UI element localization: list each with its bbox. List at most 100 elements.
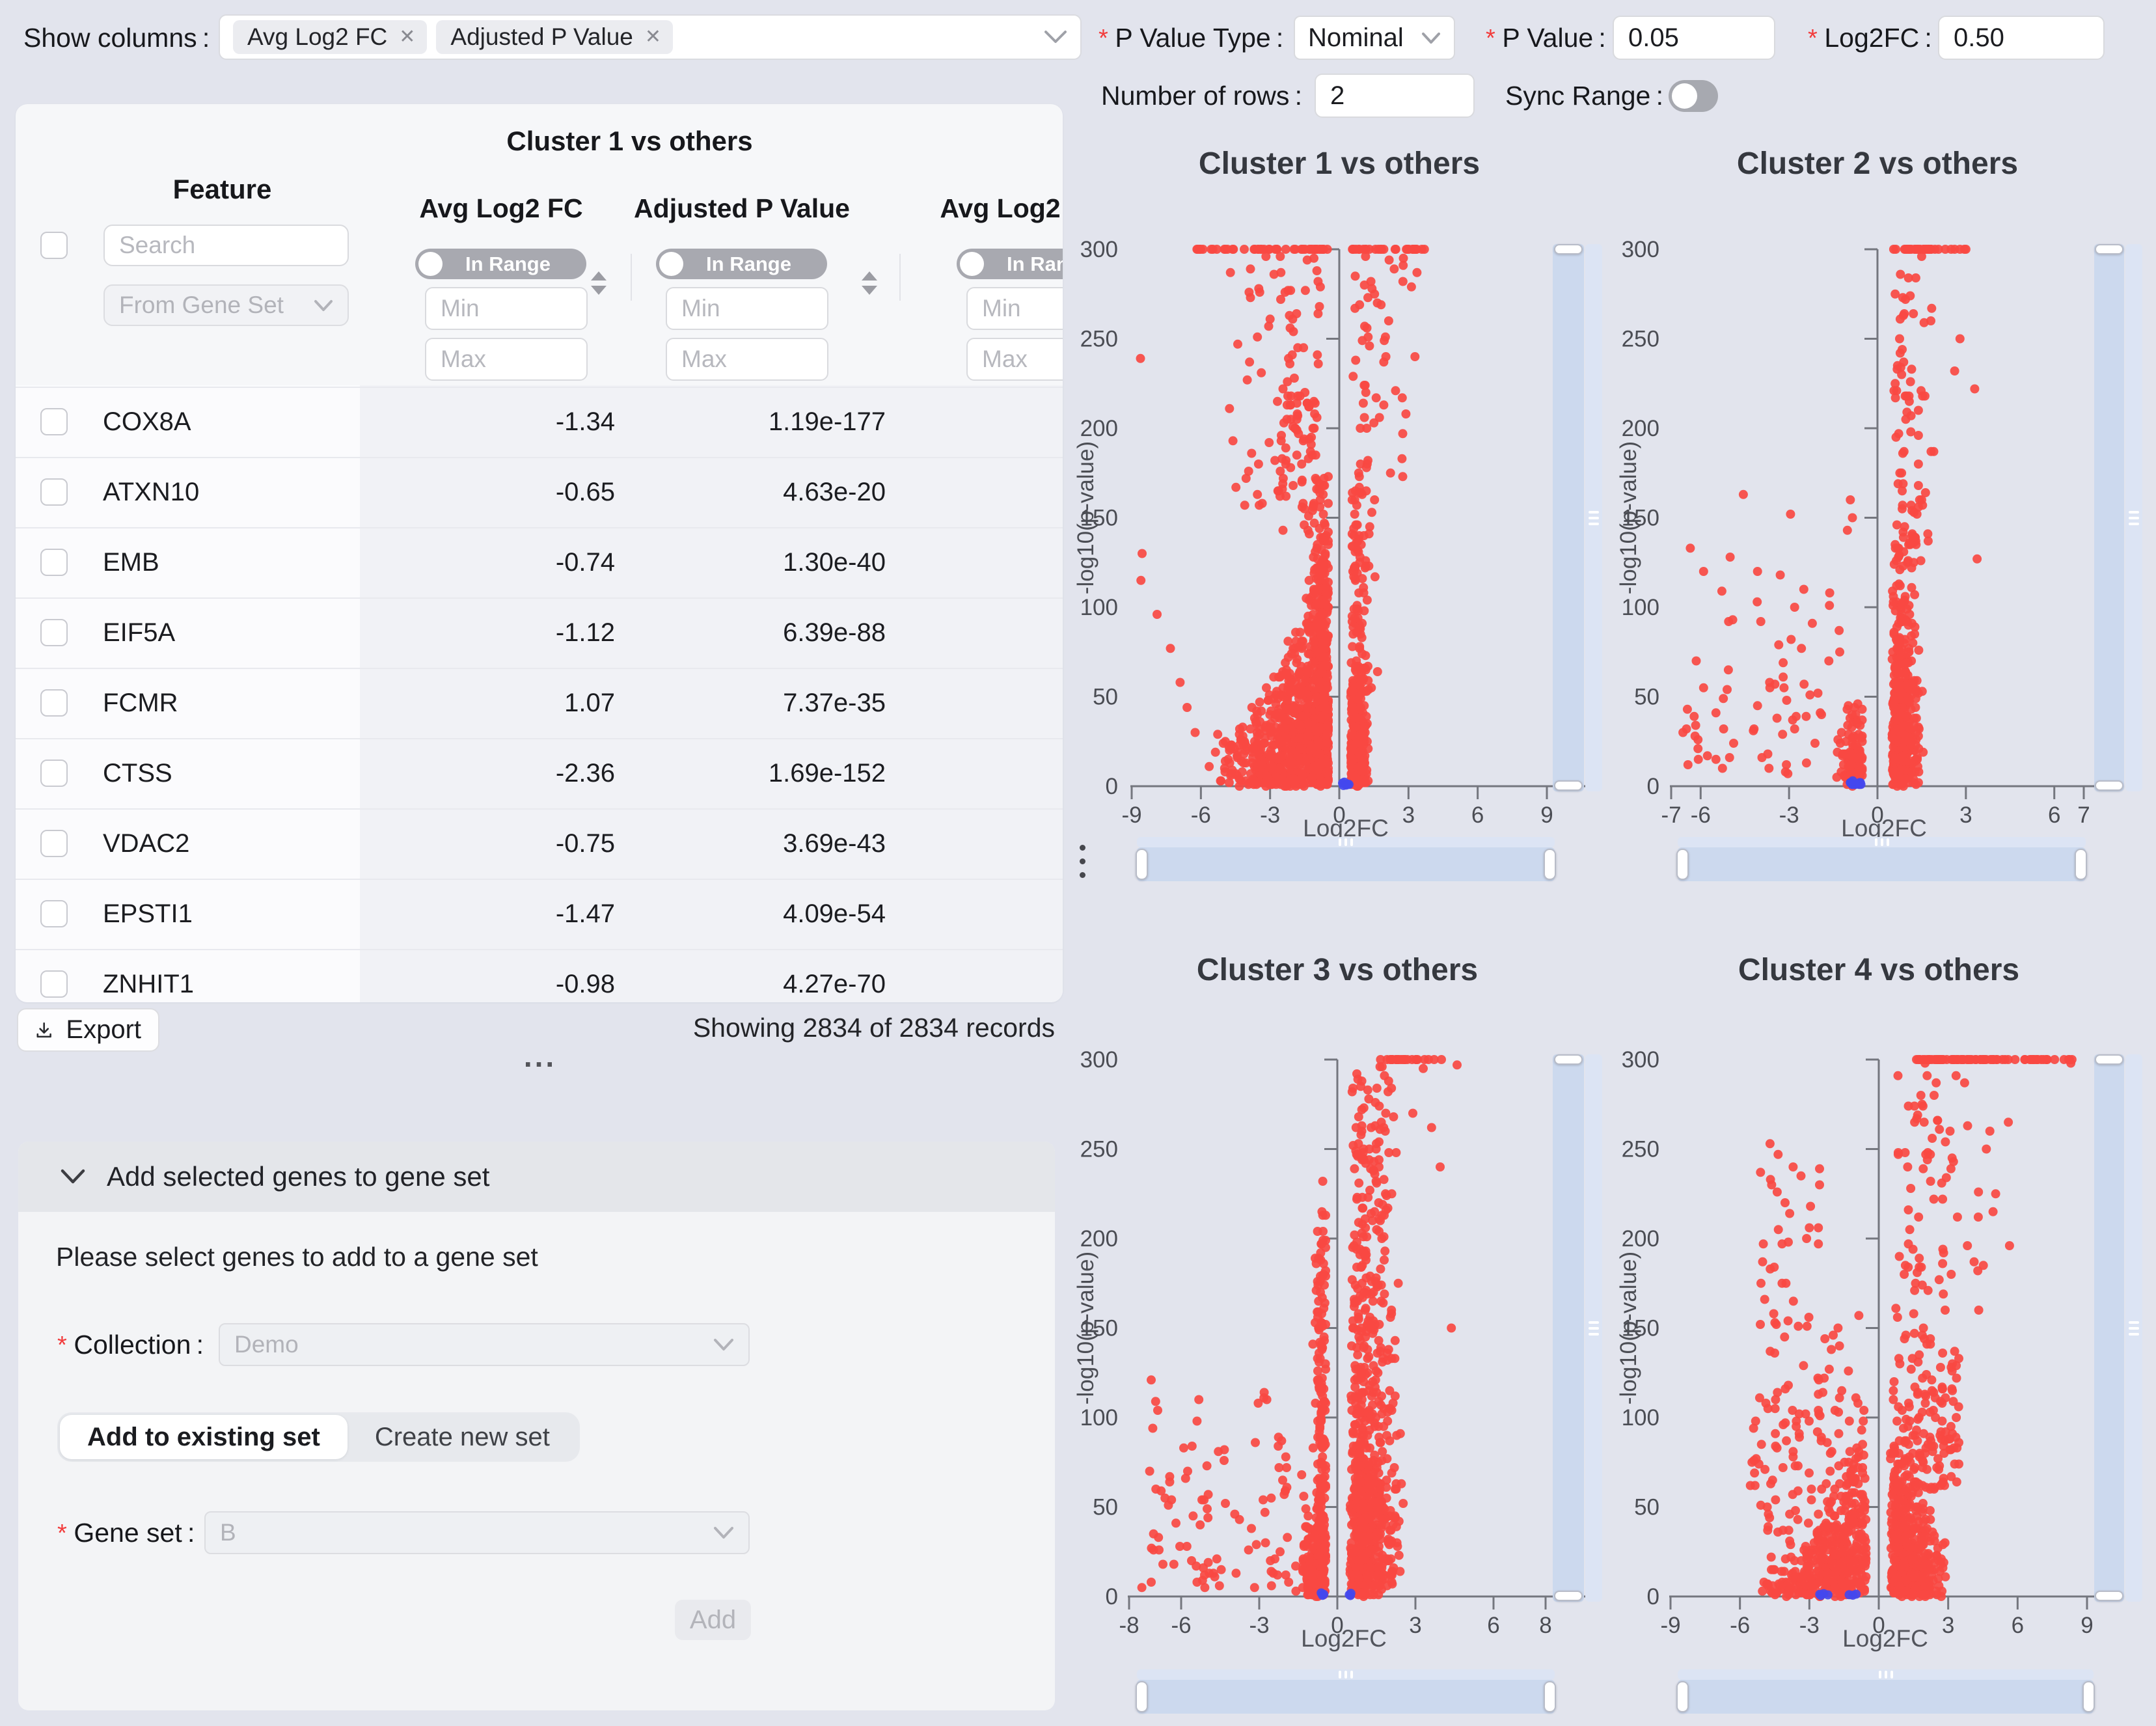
gene-name: EPSTI1: [103, 899, 193, 928]
x-tick-label: 0: [1871, 802, 1883, 828]
gene-name: VDAC2: [103, 829, 190, 858]
sort-ascending-icon[interactable]: [862, 271, 877, 281]
row-checkbox[interactable]: [40, 619, 68, 646]
table-row[interactable]: FCMR 1.07 7.37e-35: [16, 668, 1063, 738]
row-checkbox[interactable]: [40, 478, 68, 506]
add-button[interactable]: Add: [675, 1600, 751, 1640]
x-range-slider-max-handle[interactable]: [1544, 849, 1556, 880]
table-row[interactable]: EPSTI1 -1.47 4.09e-54: [16, 879, 1063, 949]
x-range-slider-min-handle[interactable]: [1136, 849, 1148, 880]
panels-splitter-grip[interactable]: [1080, 845, 1085, 884]
filter-max-input[interactable]: [666, 338, 828, 381]
x-range-slider-min-handle[interactable]: [1136, 1681, 1148, 1712]
y-range-slider-max-handle[interactable]: [1554, 1054, 1583, 1065]
y-range-slider-min-handle[interactable]: [2095, 1591, 2123, 1601]
row-checkbox[interactable]: [40, 900, 68, 927]
collapse-chevron-icon: [61, 1169, 85, 1184]
y-tick-label: 250: [1080, 1137, 1118, 1162]
x-range-slider[interactable]: [1678, 847, 2086, 881]
p-value-type-select[interactable]: Nominal: [1294, 16, 1455, 60]
sort-descending-icon[interactable]: [862, 286, 877, 295]
table-row[interactable]: VDAC2 -0.75 3.69e-43: [16, 808, 1063, 879]
log2fc-input[interactable]: [1938, 16, 2105, 60]
x-range-slider[interactable]: [1137, 1680, 1555, 1714]
y-tick-label: 100: [1080, 1405, 1118, 1431]
y-range-slider[interactable]: [2094, 244, 2124, 791]
sort-descending-icon[interactable]: [591, 286, 607, 295]
gene-set-select[interactable]: B: [204, 1511, 750, 1554]
tab-create-new-set[interactable]: Create new set: [374, 1422, 550, 1451]
select-all-checkbox[interactable]: [40, 232, 68, 259]
y-range-slider[interactable]: [2094, 1054, 2124, 1602]
y-tick-label: 50: [1634, 685, 1659, 710]
sort-ascending-icon[interactable]: [591, 271, 607, 281]
export-button[interactable]: Export: [17, 1008, 159, 1052]
gene-set-group: Gene set :: [57, 1511, 195, 1554]
gene-set-panel-header[interactable]: Add selected genes to gene set: [18, 1142, 1055, 1212]
row-checkbox[interactable]: [40, 549, 68, 576]
x-tick-label: -6: [1730, 1613, 1750, 1638]
x-range-slider-max-handle[interactable]: [2075, 849, 2087, 880]
sync-range-toggle[interactable]: [1669, 80, 1718, 112]
number-of-rows-input[interactable]: [1315, 74, 1475, 118]
x-range-slider-max-handle[interactable]: [2082, 1681, 2095, 1712]
y-range-slider[interactable]: [1553, 244, 1584, 791]
x-axis-label: Log2FC: [1301, 1625, 1387, 1652]
row-checkbox[interactable]: [40, 760, 68, 787]
collection-select[interactable]: Demo: [219, 1323, 750, 1366]
y-tick-label: 250: [1622, 1137, 1659, 1162]
scatter-series: [1846, 776, 1866, 789]
filter-min-input[interactable]: [666, 287, 828, 330]
y-tick-label: 200: [1080, 416, 1118, 441]
in-range-toggle[interactable]: In Range: [957, 249, 1063, 279]
filter-max-input[interactable]: [425, 338, 588, 381]
remove-tag-icon[interactable]: ✕: [399, 26, 416, 48]
table-row[interactable]: ZNHIT1 -0.98 4.27e-70: [16, 949, 1063, 1002]
p-value-input[interactable]: [1613, 16, 1775, 60]
remove-tag-icon[interactable]: ✕: [644, 26, 662, 48]
y-range-slider-min-handle[interactable]: [1554, 780, 1583, 791]
table-row[interactable]: COX8A -1.34 1.19e-177: [16, 387, 1063, 457]
log2fc-label: Log2FC :: [1808, 23, 1931, 53]
x-range-slider-min-handle[interactable]: [1676, 1681, 1689, 1712]
table-row[interactable]: CTSS -2.36 1.69e-152: [16, 738, 1063, 808]
x-range-slider-min-handle[interactable]: [1676, 849, 1689, 880]
feature-search-input[interactable]: [103, 225, 349, 266]
y-range-slider-max-handle[interactable]: [2095, 244, 2123, 254]
table-row[interactable]: EMB -0.74 1.30e-40: [16, 527, 1063, 597]
avg-log2-fc-value: -1.34: [555, 407, 615, 436]
tab-add-to-existing-set[interactable]: Add to existing set: [60, 1415, 348, 1459]
filter-max-input[interactable]: [966, 338, 1063, 381]
row-checkbox[interactable]: [40, 408, 68, 435]
y-range-slider-min-handle[interactable]: [1554, 1591, 1583, 1601]
x-range-slider[interactable]: [1678, 1680, 2094, 1714]
adjusted-p-value: 4.27e-70: [783, 969, 886, 998]
y-range-slider-min-handle[interactable]: [2095, 780, 2123, 791]
log2fc-group: Log2FC :: [1808, 16, 1931, 60]
y-range-slider-max-handle[interactable]: [2095, 1054, 2123, 1065]
p-value-group: P Value :: [1486, 16, 1605, 60]
from-gene-set-select[interactable]: From Gene Set: [103, 284, 349, 326]
row-checkbox[interactable]: [40, 830, 68, 857]
in-range-label: In Range: [706, 252, 791, 275]
y-range-slider[interactable]: [1553, 1054, 1584, 1602]
table-row[interactable]: EIF5A -1.12 6.39e-88: [16, 597, 1063, 668]
show-columns-tag: Adjusted P Value ✕: [436, 20, 674, 54]
adjusted-p-value: 1.69e-152: [768, 758, 886, 788]
y-tick-label: 0: [1647, 1584, 1659, 1610]
filter-min-input[interactable]: [425, 287, 588, 330]
table-row[interactable]: ATXN10 -0.65 4.63e-20: [16, 457, 1063, 527]
filter-min-input[interactable]: [966, 287, 1063, 330]
x-tick-label: 0: [1331, 1613, 1343, 1638]
row-checkbox[interactable]: [40, 970, 68, 998]
x-range-slider[interactable]: [1137, 847, 1555, 881]
y-tick-label: 300: [1080, 237, 1118, 262]
in-range-toggle[interactable]: In Range: [415, 249, 586, 279]
show-columns-select[interactable]: Avg Log2 FC ✕ Adjusted P Value ✕: [219, 14, 1082, 60]
x-range-slider-max-handle[interactable]: [1544, 1681, 1556, 1712]
table-more-ellipsis[interactable]: ...: [523, 1039, 557, 1073]
chevron-down-icon: [314, 299, 333, 311]
in-range-toggle[interactable]: In Range: [656, 249, 827, 279]
row-checkbox[interactable]: [40, 689, 68, 717]
y-range-slider-max-handle[interactable]: [1554, 244, 1583, 254]
